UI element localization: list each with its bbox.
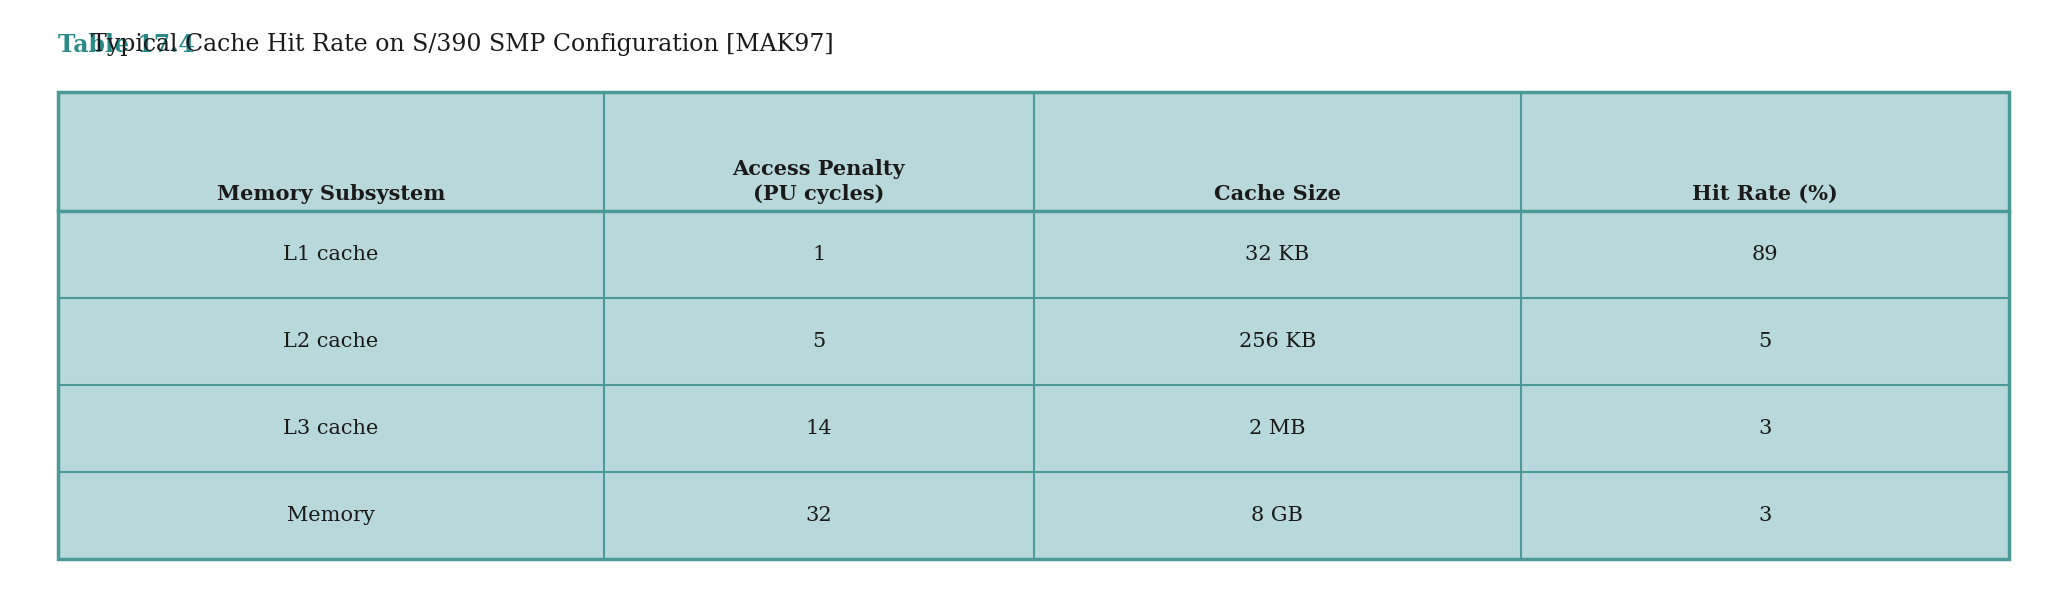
- Text: Cache Size: Cache Size: [1213, 184, 1341, 204]
- Text: 8 GB: 8 GB: [1251, 506, 1304, 525]
- FancyBboxPatch shape: [58, 92, 2009, 559]
- Text: 2 MB: 2 MB: [1248, 419, 1306, 438]
- Text: 3: 3: [1759, 419, 1771, 438]
- Text: Access Penalty
(PU cycles): Access Penalty (PU cycles): [732, 159, 905, 204]
- Text: 14: 14: [806, 419, 833, 438]
- Text: 1: 1: [812, 245, 825, 264]
- Text: 32: 32: [806, 506, 833, 525]
- Text: Table 17.4: Table 17.4: [58, 33, 194, 57]
- Text: 5: 5: [812, 332, 825, 351]
- Text: 32 KB: 32 KB: [1244, 245, 1310, 264]
- Text: 256 KB: 256 KB: [1238, 332, 1317, 351]
- Text: 3: 3: [1759, 506, 1771, 525]
- Text: L2 cache: L2 cache: [283, 332, 378, 351]
- Text: Hit Rate (%): Hit Rate (%): [1693, 184, 1838, 204]
- Text: 89: 89: [1753, 245, 1778, 264]
- Text: L3 cache: L3 cache: [283, 419, 378, 438]
- Text: Memory: Memory: [287, 506, 374, 525]
- Text: 5: 5: [1759, 332, 1771, 351]
- Text: Memory Subsystem: Memory Subsystem: [217, 184, 444, 204]
- Text: Typical Cache Hit Rate on S/390 SMP Configuration [MAK97]: Typical Cache Hit Rate on S/390 SMP Conf…: [76, 33, 833, 56]
- Text: L1 cache: L1 cache: [283, 245, 378, 264]
